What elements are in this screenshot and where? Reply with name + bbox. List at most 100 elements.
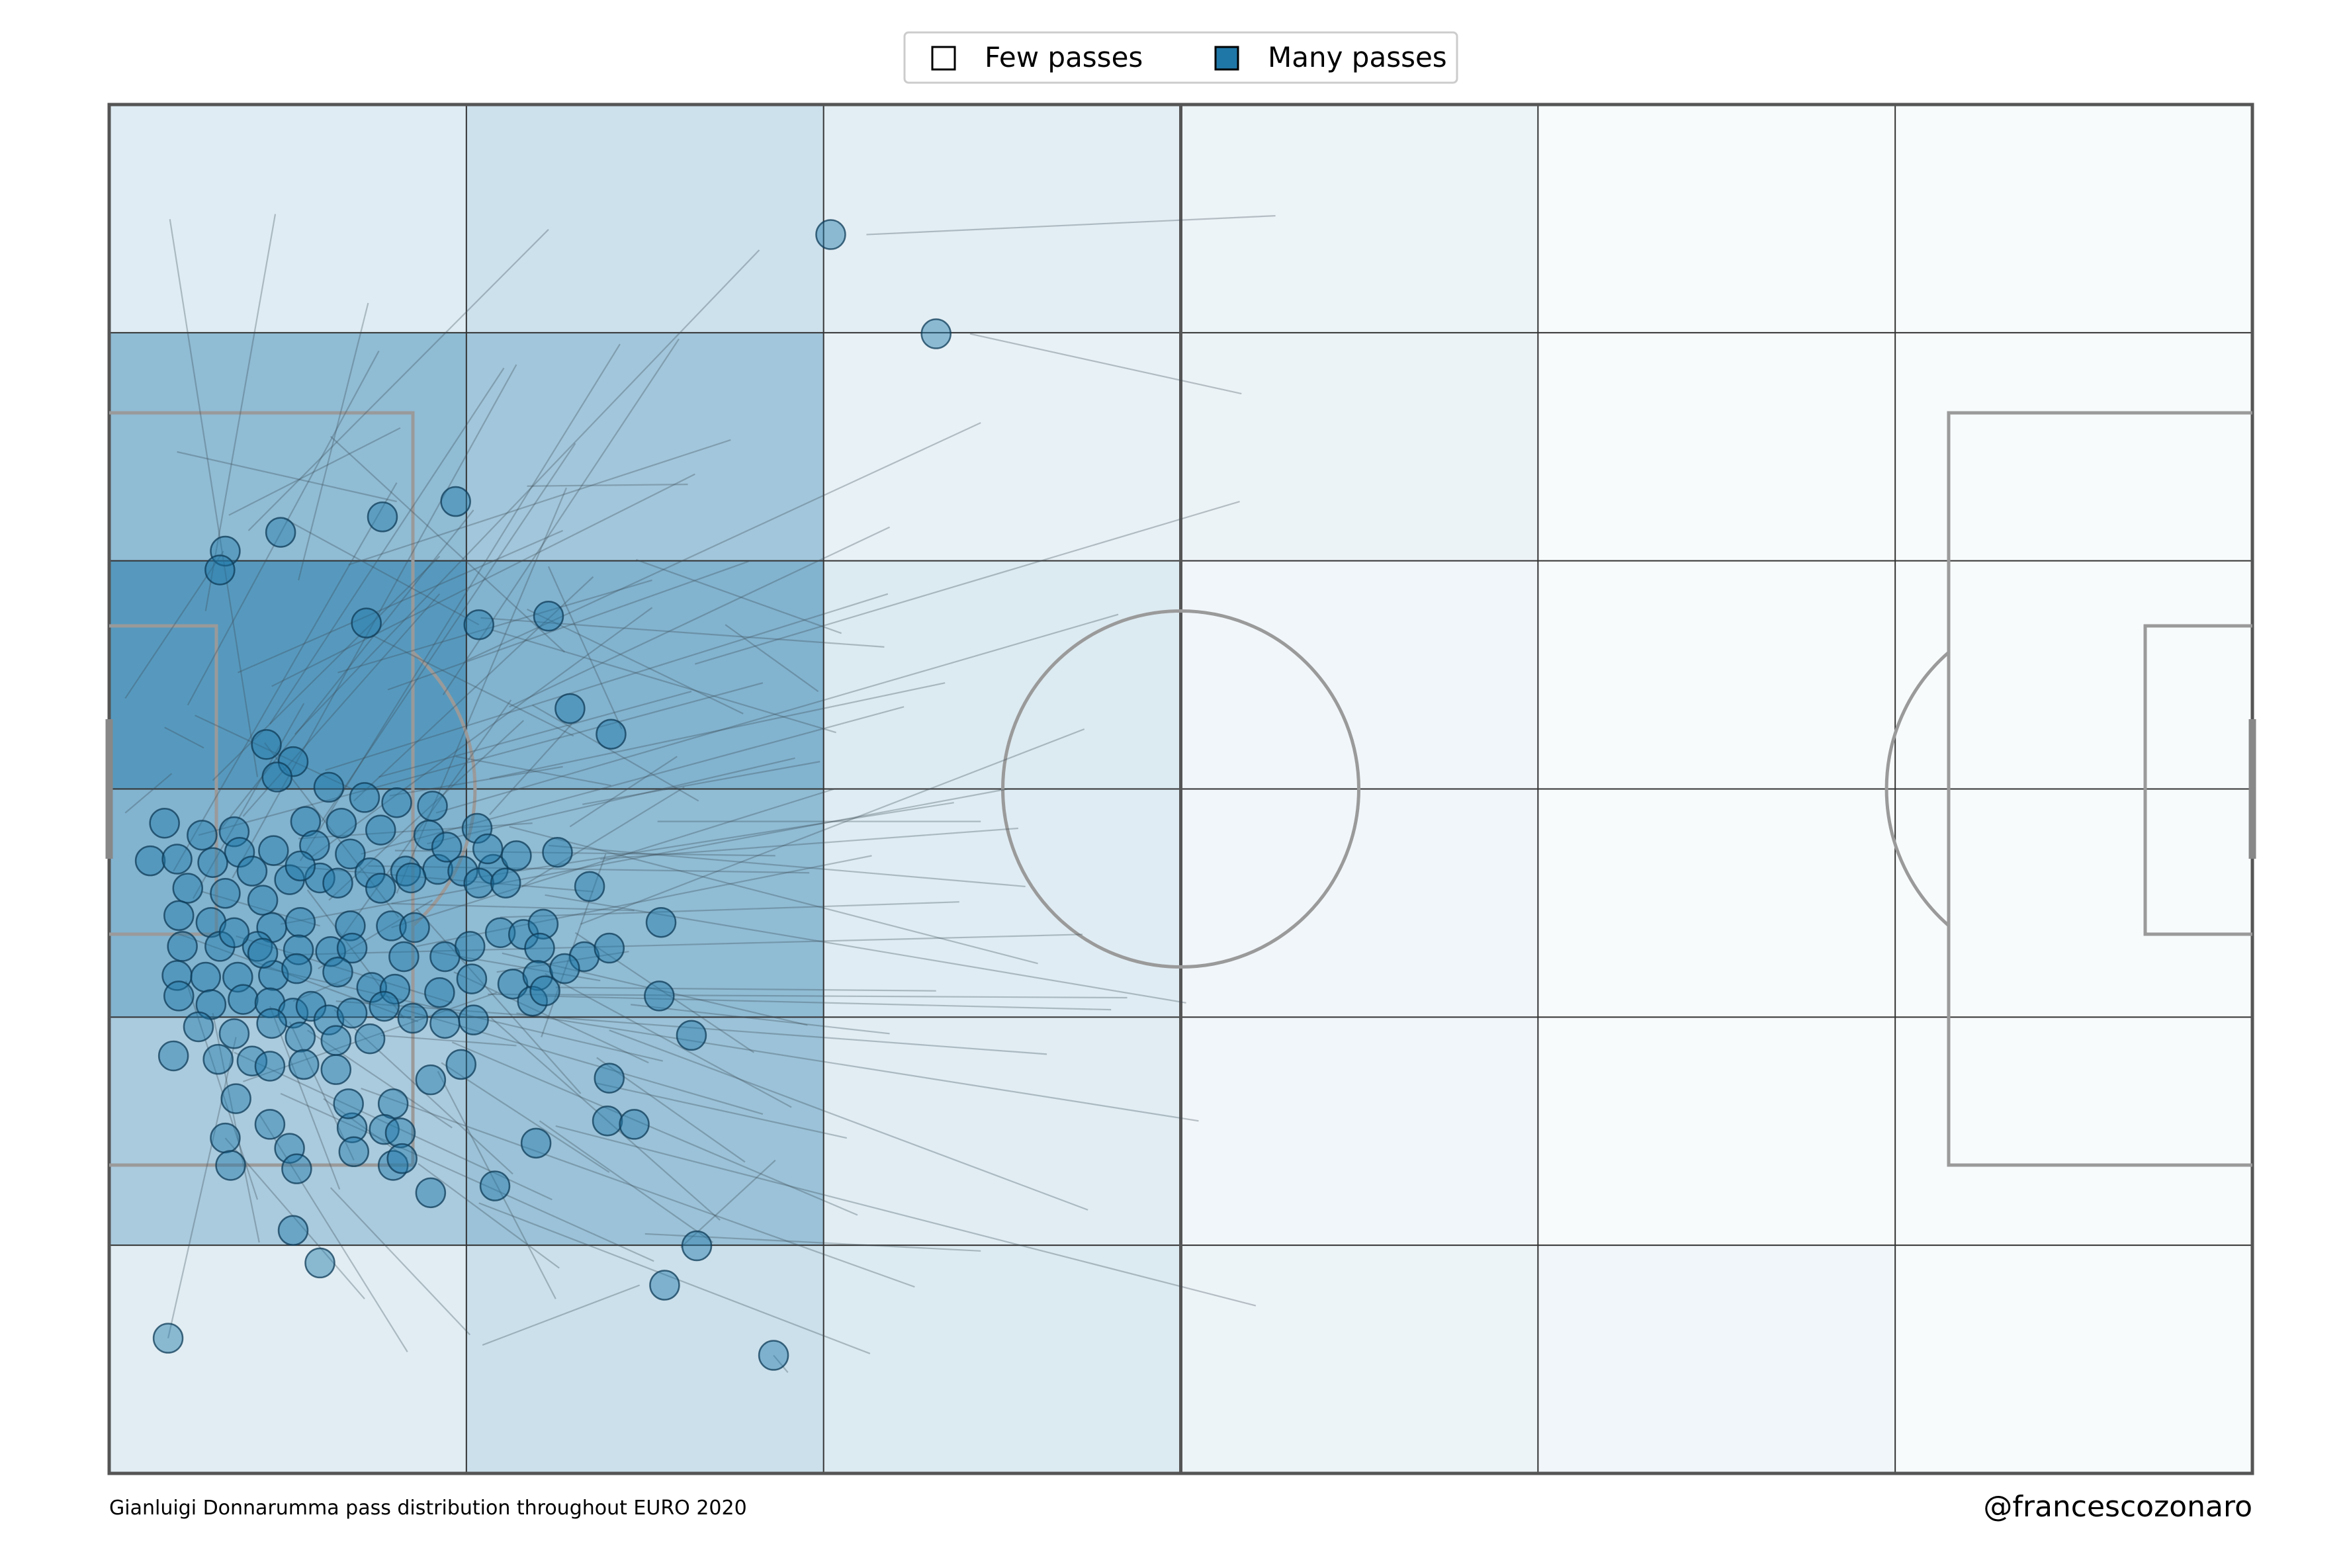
pass-line — [441, 1062, 610, 1173]
pass-start-point — [251, 729, 282, 760]
pass-line — [680, 1159, 776, 1248]
pass-line — [391, 788, 835, 929]
pass-start-point — [501, 840, 532, 871]
pass-start-point — [490, 867, 521, 898]
pass-start-point — [224, 836, 255, 868]
pass-start-point — [320, 1054, 352, 1085]
pass-line — [224, 1137, 365, 1299]
pass-start-point — [463, 609, 494, 640]
pass-line — [631, 1004, 890, 1035]
pass-line — [271, 473, 695, 687]
pass-start-point — [336, 998, 368, 1029]
pass-start-point — [261, 762, 292, 793]
pass-line — [280, 788, 1008, 925]
pass-line — [335, 1000, 1047, 1055]
pass-start-point — [228, 984, 259, 1015]
pass-start-point — [247, 937, 279, 969]
pass-line — [353, 576, 594, 802]
legend-swatch-many — [1214, 46, 1239, 71]
pass-start-point — [236, 1045, 268, 1076]
pass-line — [644, 1233, 981, 1252]
pass-start-point — [574, 871, 605, 902]
pass-line — [489, 682, 946, 780]
pass-start-point — [649, 1270, 680, 1301]
pass-start-point — [431, 832, 463, 863]
pass-start-point — [424, 977, 455, 1008]
pass-line — [212, 555, 441, 781]
pass-line — [228, 427, 401, 516]
pass-start-point — [322, 956, 353, 988]
pass-start-point — [354, 1023, 386, 1055]
pass-line — [361, 706, 905, 855]
heatmap-cell — [1180, 1245, 1538, 1473]
pass-start-point — [458, 1004, 489, 1035]
pass-start-point — [542, 836, 573, 868]
pass-line — [480, 617, 885, 648]
left-penalty-arc — [412, 651, 477, 927]
pass-line — [330, 1187, 471, 1336]
pass-start-point — [594, 1063, 625, 1094]
author-credit: @francescozonaro — [1983, 1490, 2252, 1524]
pass-start-point — [397, 1002, 429, 1034]
pass-start-point — [210, 1122, 241, 1154]
pass-start-point — [304, 1247, 335, 1279]
pass-line — [269, 367, 505, 724]
heatmap-cell — [109, 105, 466, 333]
pass-start-point — [195, 906, 227, 938]
pass-line — [489, 723, 572, 816]
pass-line — [237, 529, 564, 674]
heatmap-cell — [109, 332, 466, 561]
pass-start-points — [134, 219, 952, 1371]
pass-line — [418, 1163, 560, 1269]
pass-line — [569, 756, 678, 828]
pass-start-point — [190, 961, 222, 993]
pass-line — [173, 482, 398, 872]
pass-start-point — [596, 719, 627, 750]
pass-start-point — [134, 845, 166, 877]
pass-start-point — [285, 850, 316, 882]
heatmap-cell — [109, 1017, 466, 1246]
heatmap-cell — [1538, 1017, 1895, 1245]
pass-start-point — [210, 878, 241, 909]
pass-line — [545, 973, 792, 1108]
pass-start-point — [281, 1153, 312, 1184]
pass-start-point — [524, 932, 555, 964]
pass-line — [253, 964, 663, 1062]
heatmap-cell — [466, 1245, 824, 1473]
pass-start-point — [285, 1022, 316, 1053]
pass-start-point — [377, 1088, 409, 1119]
pass-line — [243, 992, 498, 1082]
pass-line — [473, 802, 954, 879]
pass-start-point — [336, 932, 368, 964]
pass-start-point — [320, 1025, 352, 1056]
pass-start-point — [351, 607, 382, 638]
pass-line — [502, 952, 808, 1026]
pass-start-point — [265, 517, 296, 548]
pass-line — [371, 634, 574, 737]
right-six-yard-box — [2143, 624, 2252, 936]
heatmap-cell — [1538, 561, 1895, 789]
pass-line — [292, 976, 351, 1002]
pass-start-point — [461, 812, 493, 844]
pass-start-point — [529, 975, 560, 1006]
pass-line — [482, 1284, 641, 1346]
pass-start-point — [549, 953, 580, 984]
pass-line — [337, 579, 652, 674]
pass-line — [394, 849, 775, 857]
pass-line — [378, 691, 692, 778]
center-circle — [1001, 609, 1360, 969]
pass-line — [442, 338, 680, 695]
pass-start-point — [247, 885, 279, 916]
legend: Few passes Many passes — [903, 31, 1458, 84]
pass-line — [380, 1034, 517, 1047]
pass-start-point — [277, 746, 309, 777]
pass-line — [323, 1098, 408, 1160]
pass-line — [725, 624, 819, 692]
legend-label-many: Many passes — [1268, 41, 1447, 73]
pass-start-point — [163, 980, 195, 1012]
pass-line — [294, 249, 760, 735]
pass-line — [580, 728, 1085, 925]
pass-line — [416, 855, 872, 947]
pass-line — [325, 593, 889, 771]
